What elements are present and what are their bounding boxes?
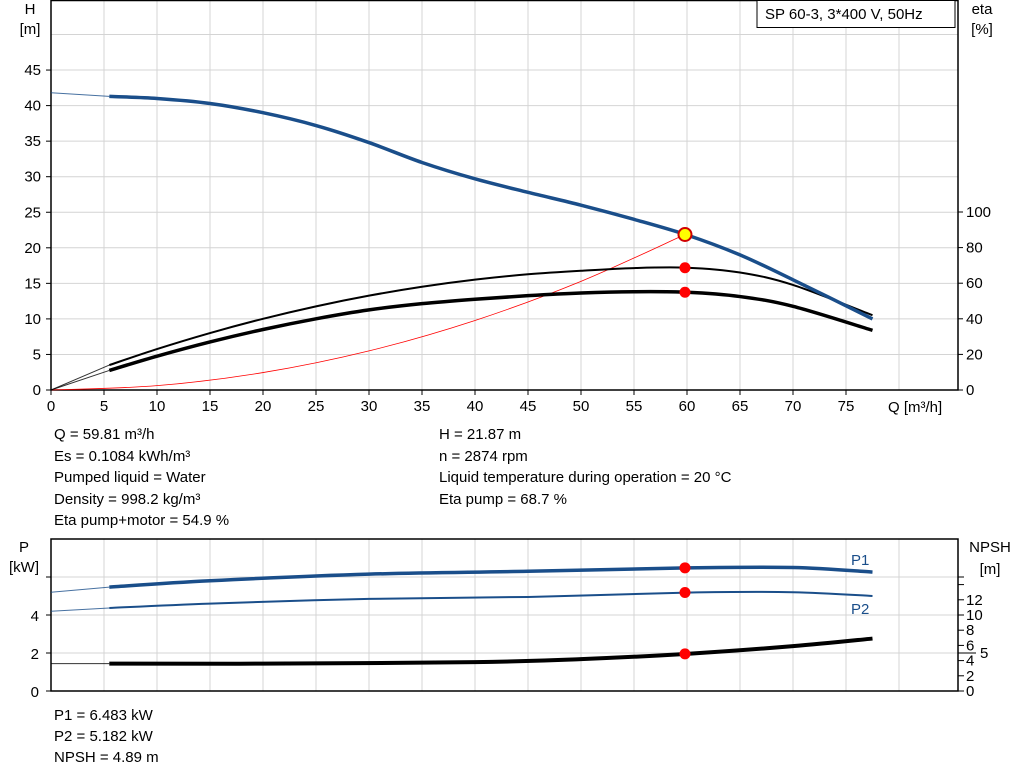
p2-curve xyxy=(109,590,873,609)
info-density: Density = 998.2 kg/m³ xyxy=(54,491,200,508)
info-top: Q = 59.81 m³/h Es = 0.1084 kWh/m³ Pumped… xyxy=(54,426,732,529)
title-box: SP 60-3, 3*400 V, 50Hz xyxy=(756,0,956,28)
info-p1: P1 = 6.483 kW xyxy=(54,707,154,724)
h-tick-label: 15 xyxy=(24,275,41,292)
chart-title: SP 60-3, 3*400 V, 50Hz xyxy=(765,6,923,23)
x-tick-label: 45 xyxy=(520,398,537,415)
h-tick-label: 20 xyxy=(24,240,41,257)
q-label: Q [m³/h] xyxy=(888,399,942,416)
eta-tick-label: 100 xyxy=(966,204,991,221)
p-tick-label: 4 xyxy=(31,608,39,625)
duty-point-head xyxy=(677,227,693,243)
npsh-tick-label: 8 xyxy=(966,622,974,639)
info-eta-pump: Eta pump = 68.7 % xyxy=(439,491,567,508)
h-tick-label: 30 xyxy=(24,169,41,186)
h-unit: [m] xyxy=(20,21,41,38)
axis-labels: H [m] eta [%] Q [m³/h] P [kW] NPSH [m] P… xyxy=(9,1,1011,618)
duty-point-eta-pump-motor xyxy=(679,286,691,298)
x-tick-label: 20 xyxy=(255,398,272,415)
p2-curve-extrapolation xyxy=(50,607,110,612)
h-tick-label: 40 xyxy=(24,98,41,115)
x-tick-label: 5 xyxy=(100,398,108,415)
p-tick-label: 2 xyxy=(31,646,39,663)
p-unit: [kW] xyxy=(9,559,39,576)
x-tick-label: 15 xyxy=(202,398,219,415)
info-h: H = 21.87 m xyxy=(439,426,521,443)
eta-pump-curve-extrapolation xyxy=(50,364,110,391)
npsh-tick-label: 6 xyxy=(966,637,974,654)
p1-curve xyxy=(109,565,873,589)
x-tick-label: 40 xyxy=(467,398,484,415)
eta-tick-label: 40 xyxy=(966,311,983,328)
x-tick-label: 35 xyxy=(414,398,431,415)
x-tick-label: 50 xyxy=(573,398,590,415)
duty-point-npsh xyxy=(679,648,691,660)
info-liquid: Pumped liquid = Water xyxy=(54,469,206,486)
info-es: Es = 0.1084 kWh/m³ xyxy=(54,448,190,465)
h-tick-label: 0 xyxy=(33,382,41,399)
npsh-unit: [m] xyxy=(980,561,1001,578)
h-tick-label: 35 xyxy=(24,133,41,150)
x-tick-label: 10 xyxy=(149,398,166,415)
npsh-tick-label: 0 xyxy=(966,683,974,700)
x-tick-label: 75 xyxy=(838,398,855,415)
head-curve xyxy=(109,94,874,321)
system-curve xyxy=(50,234,686,391)
x-tick-label: 65 xyxy=(732,398,749,415)
top-axes xyxy=(50,0,959,391)
h-tick-label: 5 xyxy=(33,346,41,363)
eta-tick-label: 80 xyxy=(966,240,983,257)
eta-tick-label: 20 xyxy=(966,346,983,363)
duty-point-p2 xyxy=(679,587,691,599)
p-tick-label: 0 xyxy=(31,684,39,701)
x-tick-label: 30 xyxy=(361,398,378,415)
x-tick-label: 60 xyxy=(679,398,696,415)
x-tick-label: 0 xyxy=(47,398,55,415)
info-p2: P2 = 5.182 kW xyxy=(54,728,154,745)
eta-pump-motor-curve xyxy=(108,289,874,373)
npsh-curve xyxy=(109,636,873,666)
head-curve-extrapolation xyxy=(50,92,110,97)
npsh-tick-label: 5 xyxy=(980,645,988,662)
eta-label: eta xyxy=(972,1,994,18)
eta-tick-label: 60 xyxy=(966,275,983,292)
p-label: P xyxy=(19,539,29,556)
info-bottom: P1 = 6.483 kW P2 = 5.182 kW NPSH = 4.89 … xyxy=(54,707,159,766)
h-tick-label: 25 xyxy=(24,204,41,221)
info-eta-pump-motor: Eta pump+motor = 54.9 % xyxy=(54,512,229,529)
info-npsh: NPSH = 4.89 m xyxy=(54,749,159,766)
eta-pump-motor-curve-extrapolation xyxy=(50,369,110,391)
npsh-tick-label: 2 xyxy=(966,668,974,685)
duty-point-eta-pump xyxy=(679,262,691,274)
h-tick-label: 45 xyxy=(24,62,41,79)
npsh-tick-label: 12 xyxy=(966,592,983,609)
x-tick-label: 25 xyxy=(308,398,325,415)
info-n: n = 2874 rpm xyxy=(439,448,528,465)
npsh-label: NPSH xyxy=(969,539,1011,556)
duty-point-p1 xyxy=(679,562,691,574)
p2-series-label: P2 xyxy=(851,601,869,618)
x-tick-label: 70 xyxy=(785,398,802,415)
x-tick-label: 55 xyxy=(626,398,643,415)
eta-unit: [%] xyxy=(971,21,993,38)
npsh-tick-label: 4 xyxy=(966,653,974,670)
info-q: Q = 59.81 m³/h xyxy=(54,426,154,443)
info-temp: Liquid temperature during operation = 20… xyxy=(439,469,732,486)
p1-series-label: P1 xyxy=(851,552,869,569)
npsh-tick-label: 10 xyxy=(966,607,983,624)
h-tick-label: 10 xyxy=(24,311,41,328)
eta-tick-label: 0 xyxy=(966,382,974,399)
h-label: H xyxy=(25,1,36,18)
eta-pump-curve xyxy=(108,266,873,367)
p1-curve-extrapolation xyxy=(50,586,110,593)
